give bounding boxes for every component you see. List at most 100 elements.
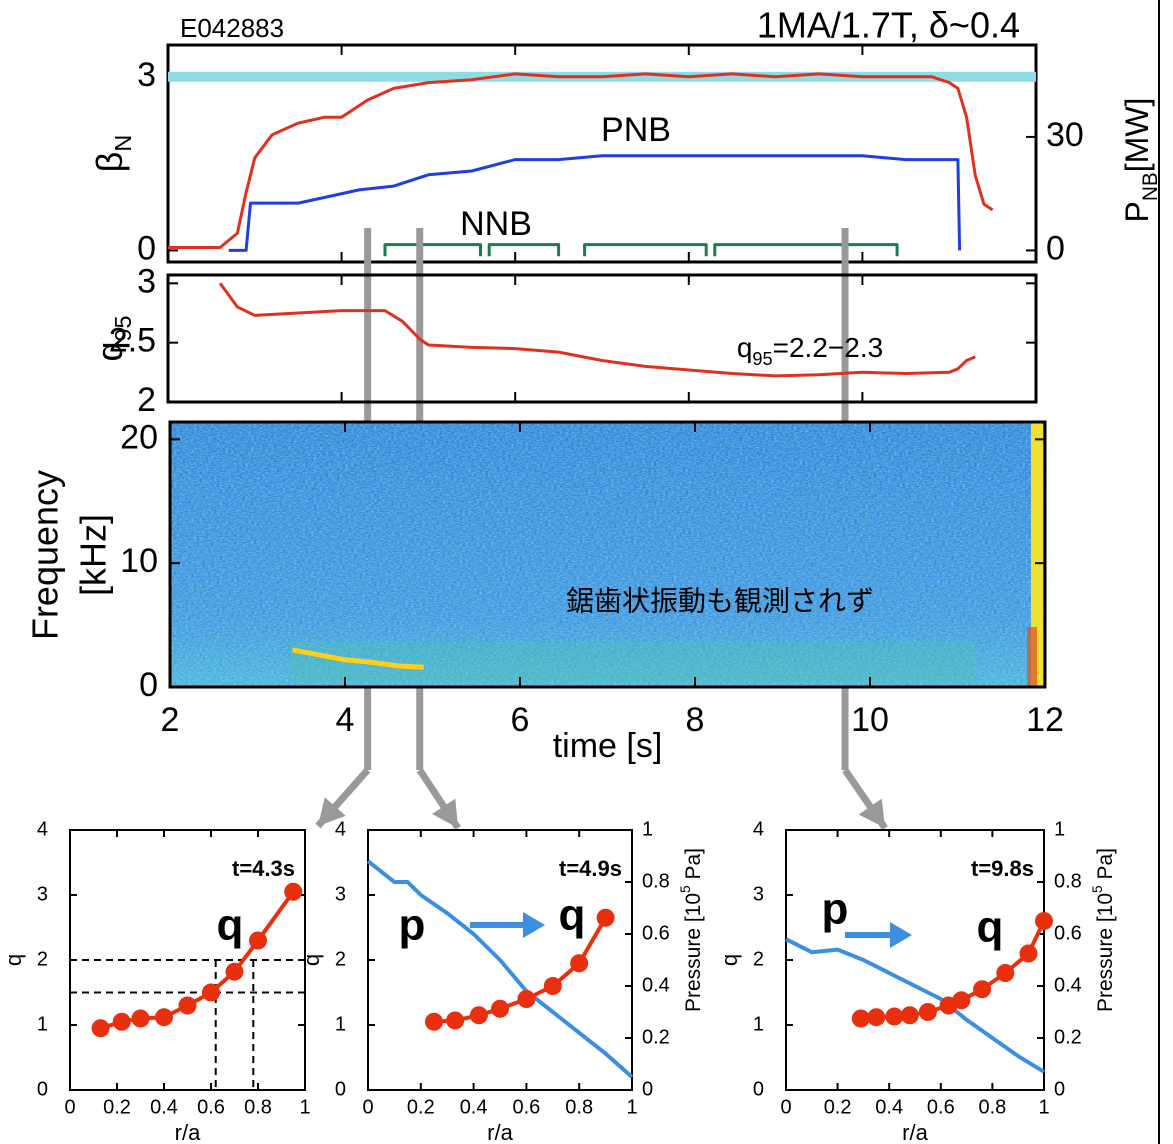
x-tick-label: 0.4 (460, 1096, 488, 1118)
series-name: q (559, 891, 586, 940)
label-part: [MW] (1119, 98, 1155, 173)
page-edge (1158, 0, 1160, 1144)
y2-tick-label: 0.8 (642, 870, 670, 892)
y-axis-label: βN (89, 135, 137, 173)
y2-tick-label: 30 (1046, 116, 1084, 154)
spectrogram-noise (170, 422, 1045, 687)
y-axis-label: Frequency (25, 470, 66, 640)
panel-title: t=9.8s (971, 856, 1034, 881)
data-point (249, 931, 267, 950)
x-tick-label: 8 (686, 701, 705, 739)
x-tick-label: 0.8 (244, 1096, 272, 1118)
y-tick-label: 10 (120, 542, 158, 580)
series-name: PNB (601, 111, 671, 149)
data-point (155, 1008, 173, 1027)
label-part: NB (1139, 172, 1162, 201)
annotation: q95=2.2−2.3 (737, 332, 883, 368)
time-arrow-head (431, 798, 458, 828)
x-tick-label: 10 (851, 701, 889, 739)
y-tick-label: 20 (120, 418, 158, 456)
series-name: p (399, 901, 426, 950)
x-tick-label: 0 (362, 1096, 373, 1118)
series-line (218, 282, 976, 378)
x-tick-label: 0 (64, 1096, 75, 1118)
label-part: q (299, 954, 324, 966)
series-name: q (217, 901, 244, 950)
y-tick-label: 4 (335, 818, 346, 840)
y-tick-label: 0 (139, 666, 158, 704)
data-point (918, 1003, 937, 1021)
shift-arrow-head (523, 912, 545, 938)
data-point (900, 1006, 919, 1025)
y-tick-label: 4 (37, 818, 48, 840)
label-part: 95 (752, 349, 772, 369)
x-tick-label: 0.6 (197, 1096, 225, 1118)
x-tick-label: 2 (161, 701, 180, 739)
series-line (168, 72, 994, 249)
series-line (366, 859, 634, 1079)
data-point (446, 1011, 465, 1030)
x-tick-label: 0.4 (875, 1096, 903, 1118)
x-tick-label: 0.6 (927, 1096, 955, 1118)
y-tick-label: 3 (37, 883, 48, 905)
data-point (570, 954, 589, 973)
spectrogram-edge-band (1031, 422, 1043, 687)
data-point (425, 1012, 443, 1031)
y-tick-label: 4 (753, 818, 764, 840)
y2-tick-label: 1 (642, 818, 653, 840)
spectrogram-low-band (290, 642, 975, 682)
data-point (996, 964, 1015, 982)
time-arrow-head (858, 798, 885, 828)
data-point (596, 908, 615, 927)
label-part: q (737, 332, 753, 363)
label-part: =2.2−2.3 (773, 332, 884, 363)
x-tick-label: 4 (336, 701, 355, 739)
data-point (202, 983, 220, 1002)
data-point (543, 977, 562, 995)
label-part: P (1119, 201, 1155, 222)
x-tick-label: 0 (780, 1096, 791, 1118)
data-point (851, 1009, 870, 1028)
y-tick-label: 0 (753, 1078, 764, 1100)
data-point (131, 1009, 150, 1028)
x-tick-label: 1 (299, 1096, 310, 1118)
label-part: q (89, 342, 130, 362)
y-tick-label: 2 (753, 948, 764, 970)
y-tick-label: 1 (753, 1013, 764, 1035)
data-point (1019, 944, 1038, 963)
label-part: q (1, 954, 26, 966)
y2-tick-label: 0.8 (1054, 870, 1082, 892)
time-arrow-head (318, 797, 346, 826)
y2-tick-label: 0.2 (1054, 1026, 1082, 1048)
x-tick-label: 0.8 (978, 1096, 1006, 1118)
y-tick-label: 3 (335, 883, 346, 905)
label-part: q (717, 954, 742, 966)
data-point (952, 991, 971, 1010)
y2-axis-label: PNB[MW] (1119, 98, 1162, 223)
spectrogram-edge-band2 (1027, 627, 1037, 687)
x-axis-label: r/a (175, 1120, 201, 1144)
x-axis-label: r/a (902, 1120, 928, 1144)
series-name: p (822, 885, 849, 934)
y-tick-label: 1 (335, 1013, 346, 1035)
y2-axis-label: Pressure [105 Pa] (678, 848, 704, 1012)
plot-frame (168, 420, 1047, 689)
y2-tick-label: 0.2 (642, 1026, 670, 1048)
y-tick-label: 0 (37, 1078, 48, 1100)
series-line (292, 647, 424, 670)
shift-arrow-head (890, 922, 912, 948)
series-name: q (977, 903, 1004, 952)
x-axis-label: r/a (487, 1120, 513, 1144)
y-tick-label: 2 (335, 948, 346, 970)
x-tick-label: 6 (511, 701, 530, 739)
data-point (91, 1019, 110, 1038)
x-tick-label: 1 (626, 1096, 637, 1118)
x-axis-label: time [s] (553, 727, 663, 765)
data-point (178, 996, 197, 1015)
label-part: β (89, 152, 130, 173)
series-line (785, 937, 1046, 1074)
y2-tick-label: 1 (1054, 818, 1065, 840)
y2-axis-label: Pressure [105 Pa] (1090, 848, 1116, 1012)
x-tick-label: 1 (1038, 1096, 1049, 1118)
